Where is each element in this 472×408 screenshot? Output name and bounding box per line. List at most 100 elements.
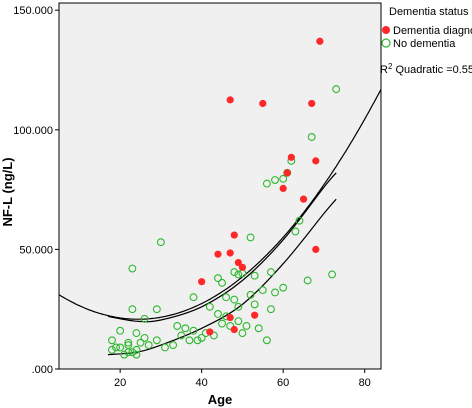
x-tick-label: 40 [196,377,208,389]
point-dementia [308,99,316,108]
y-tick-label: 50.000 [19,244,53,256]
point-dementia [312,245,320,253]
y-tick-label: 150.000 [13,5,53,17]
point-no-dementia [246,290,255,299]
point-no-dementia [234,317,243,326]
point-no-dementia [156,238,165,247]
point-no-dementia [185,336,194,345]
legend-label-no-dementia: No dementia [393,38,456,50]
point-no-dementia [230,268,239,277]
point-dementia [251,311,259,319]
point-dementia [299,195,308,203]
point-dementia [226,313,234,322]
legend-label-dementia: Dementia diagnosis [393,25,472,37]
legend-marker-no-dementia [381,38,391,48]
point-dementia [198,278,206,286]
point-no-dementia [120,350,129,359]
point-no-dementia [116,326,125,335]
point-dementia [259,99,267,108]
point-no-dementia [197,333,206,342]
point-no-dementia [250,300,259,309]
point-dementia [234,258,242,267]
point-no-dementia [262,336,271,345]
point-no-dementia [234,302,243,311]
point-no-dementia [132,350,141,359]
point-no-dementia [169,341,178,350]
point-no-dementia [116,343,125,352]
point-no-dementia [214,274,222,283]
point-dementia [238,263,247,271]
point-no-dementia [205,302,214,311]
legend-title: Dementia status [389,6,469,18]
point-no-dementia [271,176,279,184]
point-dementia [230,231,238,239]
point-no-dementia [140,314,149,323]
axis-ticks: 20 40 60 80 .000 50.000 100.000 150.000 [13,5,371,389]
point-no-dementia [108,345,116,354]
point-no-dementia [279,283,288,292]
point-no-dementia [209,331,218,340]
point-no-dementia [266,305,275,314]
point-no-dementia [295,216,304,225]
y-axis-title: NF-L (ng/L) [0,157,15,226]
point-no-dementia [152,305,161,314]
point-no-dementia [124,338,133,347]
point-no-dementia [128,264,137,273]
point-no-dementia [250,271,259,280]
point-no-dementia [218,319,226,328]
point-no-dementia [271,288,279,297]
point-no-dementia [193,336,202,345]
point-no-dementia [242,321,251,330]
point-no-dementia [214,310,222,318]
point-no-dementia [307,133,316,141]
point-no-dementia [279,174,288,183]
point-dementia [283,169,291,177]
y-tick-label: .000 [32,364,53,376]
point-no-dementia [226,321,235,330]
point-no-dementia [189,326,198,335]
point-dementia [206,328,214,336]
point-no-dementia [177,331,186,340]
point-dementia [287,153,295,161]
point-no-dementia [222,293,231,302]
fit-line [59,89,381,320]
plot-area [58,2,382,370]
point-no-dementia [303,276,312,285]
x-tick-label: 60 [277,377,289,389]
point-no-dementia [181,324,190,333]
point-no-dementia [112,343,121,352]
data-points [108,37,341,359]
point-no-dementia [254,324,263,333]
point-no-dementia [234,270,243,279]
legend-marker-dementia [382,26,390,34]
point-no-dementia [140,333,149,342]
point-no-dementia [108,336,116,345]
point-no-dementia [328,270,337,279]
x-axis-title: Age [208,392,233,407]
y-tick-label: 100.000 [13,125,53,137]
point-no-dementia [136,338,145,347]
point-no-dementia [218,278,226,287]
point-no-dementia [173,321,182,330]
point-no-dementia [132,345,141,354]
point-no-dementia [238,329,247,338]
point-no-dementia [128,348,137,357]
point-no-dementia [124,348,133,357]
point-no-dementia [128,305,137,314]
point-dementia [226,96,234,104]
point-dementia [279,184,287,192]
point-no-dementia [332,85,341,94]
point-no-dementia [152,336,161,345]
point-no-dementia [189,293,198,302]
point-no-dementia [291,227,300,236]
point-dementia [226,249,234,257]
x-tick-label: 80 [359,377,371,389]
point-no-dementia [230,295,239,304]
legend: Dementia status Dementia diagnosis No de… [381,6,472,50]
point-dementia [312,157,320,165]
point-no-dementia [258,286,267,295]
point-no-dementia [266,268,275,277]
point-no-dementia [262,179,271,188]
point-no-dementia [144,341,153,350]
